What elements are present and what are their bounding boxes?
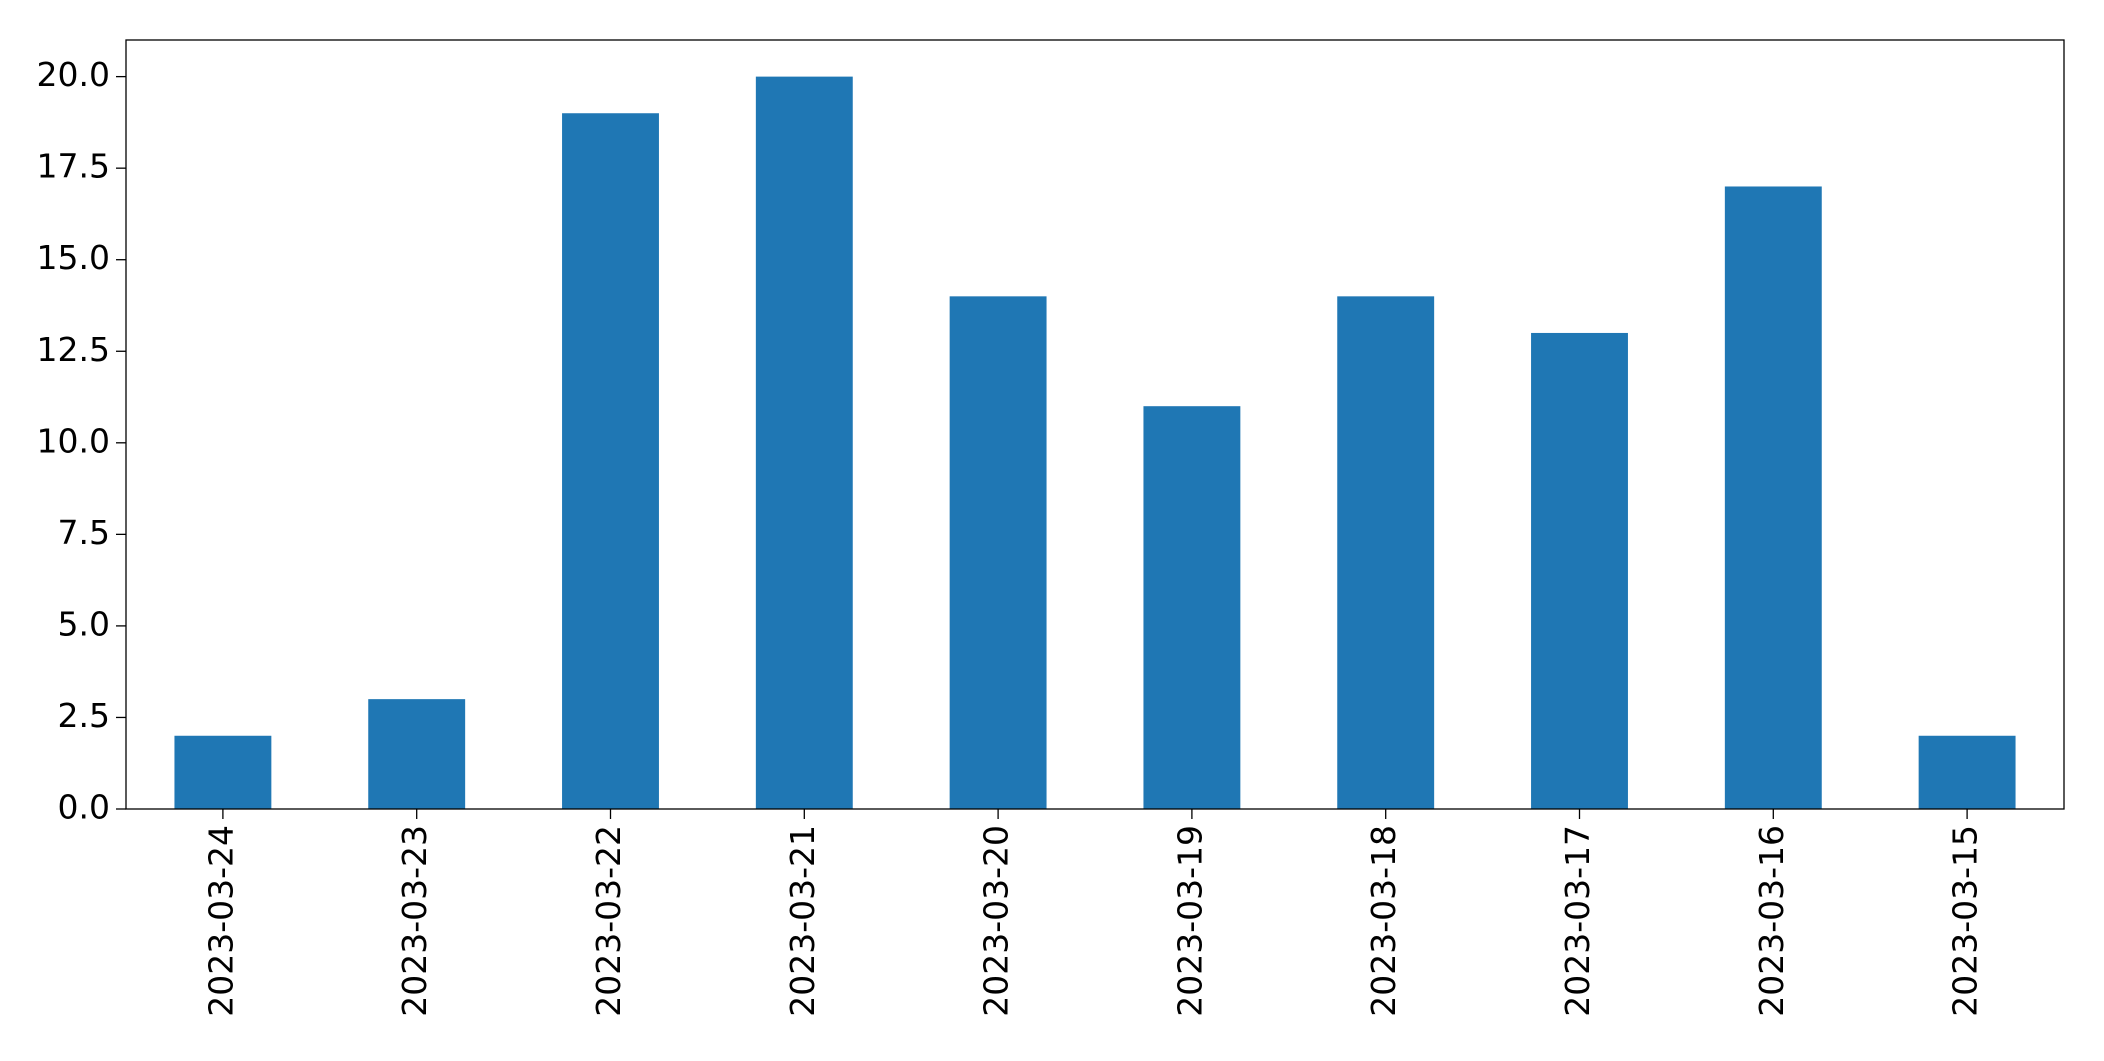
bar — [1337, 296, 1435, 809]
x-tick-label: 2023-03-17 — [1558, 825, 1597, 1017]
bar — [562, 113, 659, 809]
x-tick-label: 2023-03-23 — [395, 825, 434, 1017]
bar — [1531, 332, 1628, 809]
y-tick-label: 10.0 — [37, 421, 110, 460]
x-tick-label: 2023-03-21 — [783, 825, 822, 1017]
y-tick-label: 2.5 — [58, 696, 110, 735]
y-tick-label: 17.5 — [37, 147, 110, 186]
x-tick-label: 2023-03-15 — [1946, 825, 1985, 1017]
x-tick-label: 2023-03-19 — [1170, 825, 1209, 1017]
bar — [1143, 406, 1241, 809]
x-tick-label: 2023-03-22 — [589, 825, 628, 1017]
bar — [174, 735, 272, 809]
x-tick-label: 2023-03-24 — [201, 825, 240, 1017]
bar — [949, 296, 1047, 809]
bar — [1724, 186, 1822, 809]
y-tick-label: 0.0 — [58, 788, 110, 827]
bar — [1918, 735, 2016, 809]
y-tick-label: 20.0 — [37, 55, 110, 94]
y-tick-label: 15.0 — [37, 238, 110, 277]
x-tick-label: 2023-03-20 — [977, 825, 1016, 1017]
x-tick-label: 2023-03-18 — [1364, 825, 1403, 1017]
plot-frame — [125, 39, 2065, 810]
bar — [755, 76, 853, 810]
y-tick-label: 5.0 — [58, 604, 110, 643]
y-tick-label: 12.5 — [37, 330, 110, 369]
y-tick-label: 7.5 — [58, 513, 110, 552]
x-tick-label: 2023-03-16 — [1752, 825, 1791, 1017]
bar — [368, 699, 466, 809]
